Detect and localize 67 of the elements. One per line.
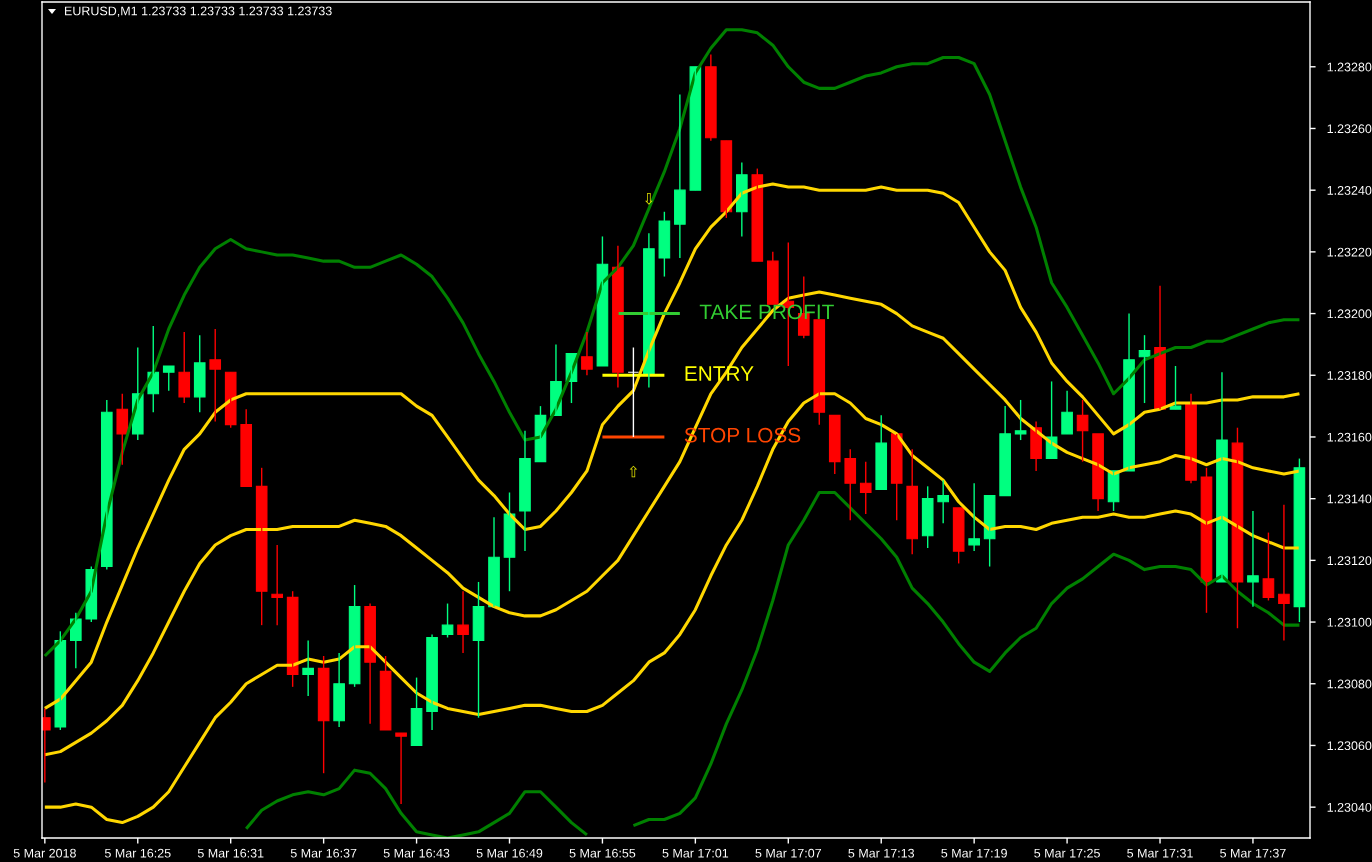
annotation: ⇧: [629, 465, 638, 478]
y-tick-label: 1.23220: [1327, 247, 1372, 257]
y-tick-label: 1.23080: [1327, 679, 1372, 689]
line-series: [43, 182, 1301, 710]
y-tick-label: 1.23240: [1327, 185, 1372, 195]
x-tick-label: 5 Mar 16:37: [290, 848, 357, 858]
candlestick: [875, 414, 888, 491]
line-series: [43, 290, 1301, 757]
y-tick-label: 1.23040: [1327, 802, 1372, 812]
candlestick: [457, 590, 469, 654]
x-tick-label: 5 Mar 16:31: [197, 848, 264, 858]
y-tick-label: 1.23060: [1327, 741, 1372, 751]
chart-title: EURUSD,M1 1.23733 1.23733 1.23733 1.23733: [65, 6, 332, 17]
candlestick: [116, 393, 129, 466]
candlestick: [828, 414, 841, 475]
x-tick-label: 5 Mar 17:25: [1034, 848, 1100, 858]
x-tick-label: 5 Mar 17:13: [848, 848, 915, 858]
x-tick-label: 5 Mar 16:49: [476, 848, 543, 858]
x-tick-label: 5 Mar 17:07: [755, 848, 822, 858]
candlestick: [627, 346, 640, 438]
y-tick-label: 1.23260: [1327, 124, 1372, 134]
candlestick: [766, 251, 779, 306]
x-tick-label: 5 Mar 16:25: [104, 848, 171, 858]
x-tick-label: 5 Mar 16:55: [569, 848, 636, 858]
y-tick-label: 1.23120: [1327, 556, 1372, 566]
y-tick-label: 1.23100: [1327, 617, 1372, 627]
annotation: ⇩: [645, 193, 653, 205]
candlestick: [1014, 399, 1027, 441]
candlestick: [890, 433, 903, 521]
candlestick: [1247, 510, 1259, 608]
candlestick: [658, 211, 671, 278]
x-tick-label: 5 Mar 17:37: [1220, 848, 1286, 858]
candlestick: [441, 602, 454, 639]
candlestick: [906, 448, 919, 555]
candlestick: [813, 319, 826, 426]
line-series: [43, 392, 1301, 825]
x-tick-label: 5 Mar 2018: [13, 848, 76, 858]
candlestick: [720, 140, 733, 219]
y-tick-label: 1.23200: [1327, 309, 1372, 319]
candlestick: [952, 507, 965, 565]
y-tick-label: 1.23280: [1327, 62, 1372, 72]
candlestick: [689, 66, 702, 191]
candlestick: [162, 365, 175, 392]
candlestick: [859, 460, 872, 515]
y-tick-label: 1.23180: [1327, 371, 1372, 380]
candlestick: [1169, 365, 1182, 410]
candlestick: [178, 331, 191, 404]
candlestick: [395, 732, 407, 805]
candlestick: [348, 584, 361, 688]
y-tick-label: 1.23140: [1327, 494, 1372, 504]
candlestick: [968, 482, 980, 552]
candlestick: [317, 655, 330, 774]
candlestick: [581, 331, 593, 376]
candlestick: [379, 655, 392, 731]
y-tick-label: 1.23160: [1327, 432, 1372, 442]
candlestick: [255, 467, 268, 626]
candlestick: [286, 590, 299, 688]
x-tick-label: 5 Mar 16:43: [383, 848, 450, 858]
x-tick-label: 5 Mar 17:19: [941, 848, 1007, 858]
x-tick-label: 5 Mar 17:01: [662, 848, 729, 858]
candlestick: [751, 167, 764, 262]
line-series: [43, 28, 1301, 658]
x-tick-label: 5 Mar 17:31: [1127, 848, 1193, 858]
candlestick: [844, 448, 857, 521]
candlestick: [193, 334, 206, 413]
candlestick: [921, 485, 934, 549]
candlestick: [209, 328, 222, 423]
